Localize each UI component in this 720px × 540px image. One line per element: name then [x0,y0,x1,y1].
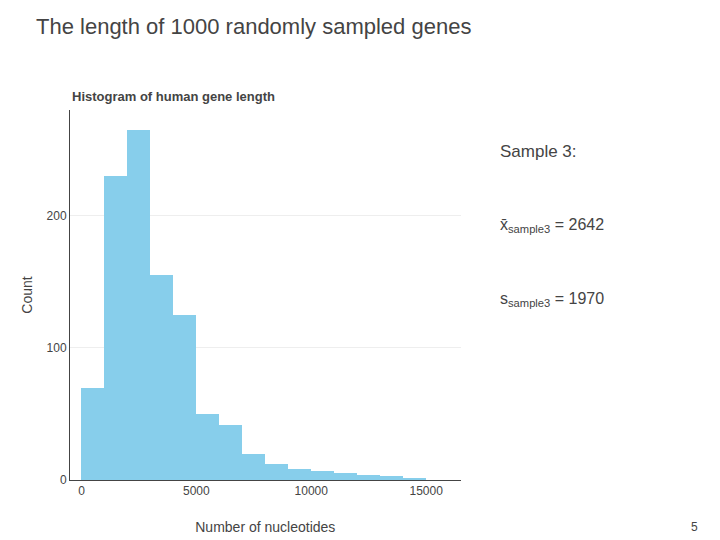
svg-text:0: 0 [78,484,85,498]
svg-text:5: 5 [691,520,698,534]
svg-text:5000: 5000 [183,484,210,498]
svg-text:s​sample3​ = 1970: s​sample3​ = 1970 [500,290,604,309]
svg-text:200: 200 [47,209,67,223]
svg-text:Count: Count [19,276,35,313]
svg-text:Number of nucleotides: Number of nucleotides [195,519,335,535]
svg-text:Histogram of human gene length: Histogram of human gene length [72,89,275,104]
svg-text:100: 100 [47,341,67,355]
svg-text:0: 0 [60,473,67,487]
svg-text:The length of 1000 randomly sa: The length of 1000 randomly sampled gene… [36,14,471,39]
svg-text:x̄​sample3​ = 2642: x̄​sample3​ = 2642 [500,216,604,235]
svg-text:10000: 10000 [295,484,329,498]
svg-text:Sample 3:: Sample 3: [500,142,577,161]
svg-text:15000: 15000 [409,484,443,498]
